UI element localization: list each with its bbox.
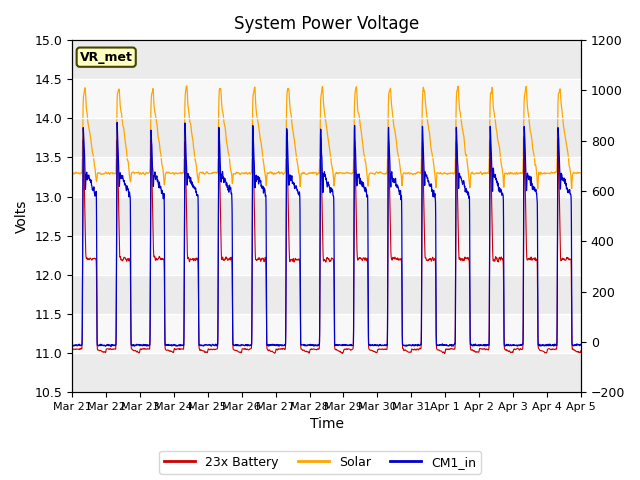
Legend: 23x Battery, Solar, CM1_in: 23x Battery, Solar, CM1_in xyxy=(159,451,481,474)
X-axis label: Time: Time xyxy=(310,418,344,432)
Bar xyxy=(72,79,581,119)
Bar xyxy=(72,275,581,314)
Bar xyxy=(72,353,581,392)
Bar xyxy=(72,40,581,79)
Bar xyxy=(72,119,581,157)
Text: VR_met: VR_met xyxy=(80,51,132,64)
Bar xyxy=(72,197,581,236)
Bar xyxy=(72,236,581,275)
Bar xyxy=(72,314,581,353)
Title: System Power Voltage: System Power Voltage xyxy=(234,15,419,33)
Y-axis label: Volts: Volts xyxy=(15,199,29,233)
Bar xyxy=(72,157,581,197)
